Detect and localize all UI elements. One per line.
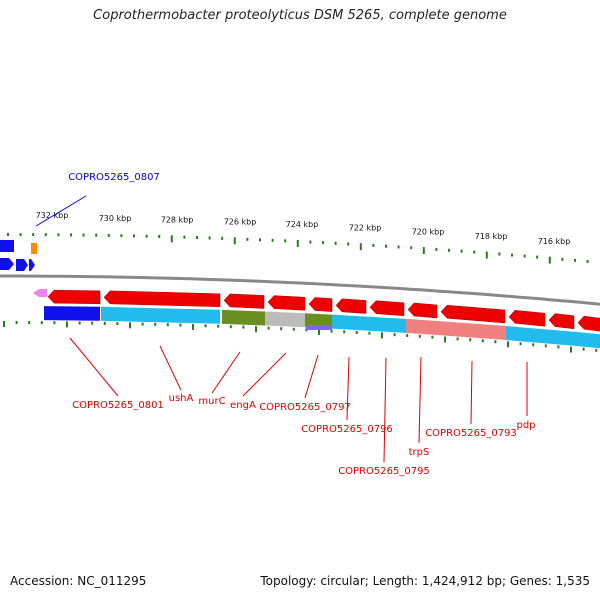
cog-feature[interactable] — [222, 309, 265, 326]
scale-tick-label: 722 kbp — [349, 223, 382, 232]
scale-tick-label: 724 kbp — [286, 220, 319, 229]
gene-label-leader — [35, 195, 87, 227]
gene-label[interactable]: COPRO5265_0801 — [72, 400, 164, 411]
cds-feature-pink[interactable] — [33, 289, 47, 297]
scale-tick-label: 732 kbp — [36, 211, 69, 220]
cds-feature[interactable] — [223, 293, 265, 309]
gene-label-leader — [470, 360, 473, 425]
gene-label[interactable]: COPRO5265_0797 — [259, 402, 351, 413]
gene-label[interactable]: trpS — [409, 447, 430, 458]
map-title: Coprothermobacter proteolyticus DSM 5265… — [93, 8, 507, 23]
accession-text: Accession: NC_011295 — [10, 574, 147, 588]
cds-feature[interactable] — [577, 315, 600, 332]
gene-label-leader — [346, 356, 350, 421]
cog-feature[interactable] — [101, 306, 220, 324]
genome-backbone — [0, 274, 600, 306]
gene-arrow-blue[interactable] — [16, 259, 28, 271]
cog-feature[interactable] — [305, 313, 332, 329]
scale-tick-label: 726 kbp — [224, 218, 257, 227]
cds-feature[interactable] — [548, 313, 575, 330]
cog-feature[interactable] — [44, 306, 100, 321]
gene-label-leader — [69, 337, 119, 397]
cog-feature[interactable] — [506, 326, 574, 346]
gene-label[interactable]: COPRO5265_0793 — [425, 428, 517, 439]
gene-label-leader — [304, 354, 319, 399]
scale-tick-label: 730 kbp — [99, 214, 132, 223]
cog-feature[interactable] — [574, 331, 600, 349]
cds-feature[interactable] — [267, 295, 306, 311]
gene-label[interactable]: engA — [230, 400, 256, 411]
cog-feature[interactable] — [332, 314, 406, 333]
gene-label[interactable]: murC — [198, 396, 225, 407]
cds-feature[interactable] — [508, 310, 546, 327]
cds-feature[interactable] — [47, 289, 101, 305]
cds-feature[interactable] — [308, 297, 333, 312]
scale-tick-label: 728 kbp — [161, 215, 194, 224]
gene-label[interactable]: COPRO5265_0807 — [68, 172, 160, 183]
gene-label[interactable]: COPRO5265_0795 — [338, 466, 430, 477]
scale-tick-label: 720 kbp — [412, 227, 445, 236]
gene-label[interactable]: COPRO5265_0796 — [301, 424, 393, 435]
gene-label[interactable]: pdp — [516, 420, 535, 431]
cds-feature[interactable] — [440, 304, 506, 324]
scale-tick-label: 716 kbp — [538, 237, 571, 246]
gene-label[interactable]: ushA — [169, 393, 194, 404]
genome-summary-text: Topology: circular; Length: 1,424,912 bp… — [260, 574, 590, 588]
gene-label-leader — [211, 351, 241, 394]
cds-feature[interactable] — [407, 302, 438, 319]
gene-label-leader — [418, 356, 422, 444]
gene-label-leader — [383, 357, 387, 463]
scale-tick-label: 718 kbp — [475, 232, 508, 241]
gene-block-orange[interactable] — [31, 243, 37, 254]
cog-feature[interactable] — [265, 311, 305, 328]
gene-arrow-blue[interactable] — [29, 259, 35, 271]
gene-block-blue[interactable] — [0, 240, 14, 252]
cog-feature-purple[interactable] — [306, 325, 332, 330]
cds-feature[interactable] — [103, 290, 221, 308]
cds-feature[interactable] — [369, 300, 405, 317]
gene-label-leader — [159, 345, 182, 391]
gene-arrow-blue[interactable] — [0, 258, 14, 270]
cog-feature[interactable] — [437, 320, 506, 341]
gene-label-leader — [242, 352, 287, 397]
cog-feature[interactable] — [406, 318, 437, 335]
cds-feature[interactable] — [335, 298, 367, 314]
